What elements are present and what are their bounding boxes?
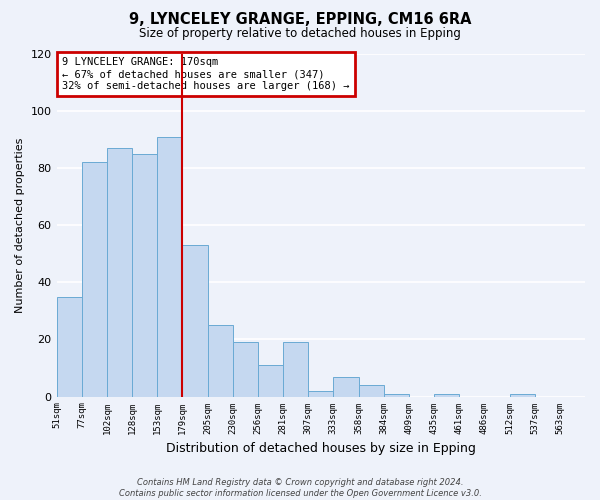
Bar [383, 394, 409, 396]
Text: Contains HM Land Registry data © Crown copyright and database right 2024.
Contai: Contains HM Land Registry data © Crown c… [119, 478, 481, 498]
Bar [132, 154, 157, 396]
Text: 9 LYNCELEY GRANGE: 170sqm
← 67% of detached houses are smaller (347)
32% of semi: 9 LYNCELEY GRANGE: 170sqm ← 67% of detac… [62, 58, 349, 90]
Bar [82, 162, 107, 396]
Bar [107, 148, 132, 396]
X-axis label: Distribution of detached houses by size in Epping: Distribution of detached houses by size … [166, 442, 476, 455]
Bar [434, 394, 459, 396]
Bar [208, 325, 233, 396]
Bar [56, 296, 82, 396]
Bar [359, 385, 383, 396]
Bar [509, 394, 535, 396]
Bar [157, 137, 182, 396]
Bar [258, 365, 283, 396]
Bar [308, 391, 334, 396]
Bar [182, 246, 208, 396]
Text: 9, LYNCELEY GRANGE, EPPING, CM16 6RA: 9, LYNCELEY GRANGE, EPPING, CM16 6RA [129, 12, 471, 28]
Bar [283, 342, 308, 396]
Text: Size of property relative to detached houses in Epping: Size of property relative to detached ho… [139, 28, 461, 40]
Bar [334, 376, 359, 396]
Y-axis label: Number of detached properties: Number of detached properties [15, 138, 25, 313]
Bar [233, 342, 258, 396]
